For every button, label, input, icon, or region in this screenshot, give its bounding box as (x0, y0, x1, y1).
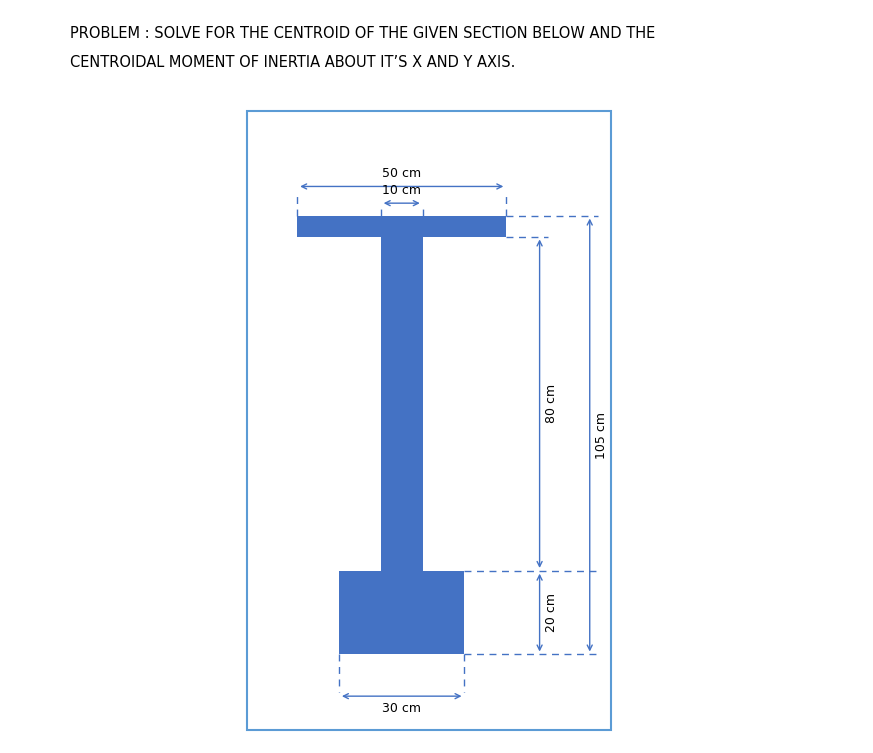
Text: PROBLEM : SOLVE FOR THE CENTROID OF THE GIVEN SECTION BELOW AND THE: PROBLEM : SOLVE FOR THE CENTROID OF THE … (70, 26, 655, 41)
Text: 20 cm: 20 cm (545, 593, 558, 632)
Bar (339, 571, 464, 654)
Text: 105 cm: 105 cm (595, 412, 608, 459)
Bar (381, 236, 423, 571)
Text: CENTROIDAL MOMENT OF INERTIA ABOUT IT’S X AND Y AXIS.: CENTROIDAL MOMENT OF INERTIA ABOUT IT’S … (70, 55, 515, 70)
Text: 50 cm: 50 cm (382, 167, 422, 180)
Text: 10 cm: 10 cm (382, 184, 422, 197)
Text: 30 cm: 30 cm (382, 703, 422, 715)
Bar (298, 215, 506, 236)
Bar (247, 111, 610, 730)
Text: 80 cm: 80 cm (545, 384, 558, 423)
